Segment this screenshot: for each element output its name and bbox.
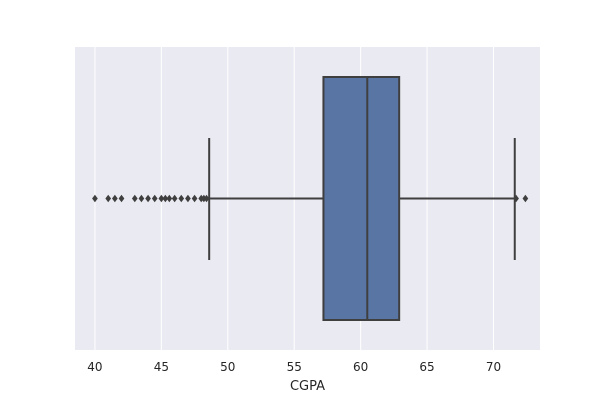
outlier-point — [118, 194, 125, 203]
box-plot — [208, 76, 516, 321]
outlier-point — [145, 194, 151, 203]
x-tick-label: 70 — [486, 360, 501, 374]
x-tick-label: 55 — [287, 360, 302, 374]
outlier-point — [162, 194, 169, 203]
outlier-point — [112, 194, 118, 203]
x-axis-label: CGPA — [290, 379, 325, 394]
outlier-point — [513, 194, 519, 203]
x-tick-label: 60 — [353, 360, 368, 374]
outlier-point — [131, 194, 138, 203]
outliers — [92, 194, 529, 203]
x-tick-label: 45 — [154, 360, 169, 374]
outlier-point — [92, 194, 98, 203]
outlier-point — [185, 194, 191, 203]
outlier-point — [171, 194, 178, 203]
outlier-point — [178, 194, 185, 203]
outlier-point — [191, 194, 198, 203]
iqr-box — [322, 76, 401, 321]
outlier-point — [166, 194, 173, 203]
x-tick-label: 40 — [87, 360, 102, 374]
x-tick-label: 65 — [419, 360, 434, 374]
outlier-point — [522, 194, 529, 203]
outlier-point — [158, 194, 165, 203]
outlier-point — [151, 194, 158, 203]
outlier-point — [138, 194, 145, 203]
x-tick-label: 50 — [220, 360, 235, 374]
outlier-point — [203, 194, 210, 203]
outlier-point — [105, 194, 112, 203]
x-axis-ticks: 40 45 50 55 60 65 70 — [87, 360, 501, 374]
